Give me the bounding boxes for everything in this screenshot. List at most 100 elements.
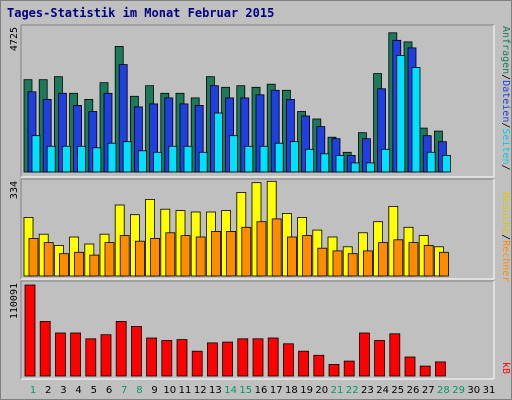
bottom-bar-kb-27 [419,365,431,377]
x-axis-label-17: 17 [270,385,283,396]
middle-bar-besuche-9 [145,198,156,277]
x-axis-label-6: 6 [106,385,112,396]
middle-bar-rechner-12 [195,236,206,277]
middle-bar-rechner-17 [271,218,282,277]
x-axis-label-7: 7 [121,385,127,396]
top-bar-seiten-21 [335,154,345,173]
right-legend-top-part-1: / [500,74,511,80]
middle-bar-rechner-20 [317,247,328,277]
bottom-bar-kb-23 [358,332,370,377]
x-axis-label-1: 1 [30,385,36,396]
bottom-bar-kb-22 [343,360,355,377]
bottom-bar-kb-16 [252,338,264,377]
bottom-bar-kb-25 [389,333,401,377]
middle-bar-rechner-16 [256,221,267,277]
middle-bar-rechner-19 [302,235,313,277]
bottom-bar-kb-2 [39,320,51,377]
top-bar-seiten-3 [62,145,71,173]
x-axis-label-26: 26 [407,385,420,396]
bottom-bar-kb-4 [70,332,81,377]
x-axis-label-23: 23 [361,385,374,396]
middle-bar-rechner-2 [43,242,54,277]
bottom-bar-kb-26 [404,356,416,377]
bottom-bar-kb-10 [161,340,173,377]
middle-bar-rechner-21 [332,250,343,277]
right-legend-middle-part-0: Besuche [500,192,511,234]
top-bar-seiten-4 [77,145,86,173]
right-legend-top-part-2: Dateien [500,80,511,122]
middle-bar-rechner-24 [378,242,389,277]
top-bar-seiten-18 [289,141,299,173]
top-bar-seiten-25 [396,55,406,173]
bottom-bar-kb-11 [176,339,188,377]
x-axis-label-3: 3 [60,385,66,396]
x-axis-label-31: 31 [483,385,496,396]
x-axis-label-2: 2 [45,385,51,396]
bottom-bar-kb-5 [85,338,97,377]
right-legend-top-part-5: / [500,165,511,171]
x-axis-label-13: 13 [209,385,222,396]
bottom-bar-kb-7 [115,320,127,377]
top-bar-seiten-12 [198,151,208,173]
x-axis-label-30: 30 [467,385,480,396]
bottom-bar-kb-20 [313,354,325,377]
bottom-bar-kb-17 [267,337,279,377]
x-axis-label-9: 9 [151,385,157,396]
bottom-bar-kb-28 [434,361,446,377]
middle-bar-rechner-27 [423,244,434,277]
middle-bar-rechner-23 [362,250,373,277]
top-bar-seiten-10 [168,145,178,173]
x-axis-label-21: 21 [331,385,344,396]
top-bar-seiten-19 [305,148,315,173]
middle-bar-rechner-11 [180,235,191,277]
middle-bar-rechner-26 [408,242,419,277]
middle-bar-rechner-28 [438,251,449,277]
x-axis-label-25: 25 [391,385,404,396]
right-legend-top: Anfragen/Dateien/Seiten/ [500,26,511,171]
top-ymax-label: 4725 [9,27,20,51]
bottom-bar-kb-9 [146,337,158,377]
x-axis-label-12: 12 [194,385,207,396]
x-axis-label-19: 19 [300,385,313,396]
x-axis-label-27: 27 [422,385,435,396]
middle-bar-rechner-22 [347,253,358,277]
middle-bar-rechner-5 [89,254,100,277]
bottom-bar-kb-8 [130,325,142,377]
top-bar-seiten-2 [46,145,56,173]
bottom-bar-kb-3 [55,332,66,377]
x-axis-label-16: 16 [255,385,268,396]
top-bar-seiten-17 [274,142,284,173]
x-axis-label-20: 20 [315,385,328,396]
bottom-bar-kb-14 [222,341,234,377]
right-legend-top-part-0: Anfragen [500,26,511,74]
bottom-bar-kb-1 [24,284,36,377]
middle-bar-rechner-4 [74,251,84,277]
top-bar-seiten-28 [441,154,451,173]
x-axis-label-8: 8 [136,385,142,396]
middle-bar-rechner-9 [150,237,161,277]
top-bar-seiten-7 [122,141,132,173]
middle-bar-rechner-8 [134,240,145,277]
chart-title: Tages-Statistik im Monat Februar 2015 [7,6,275,20]
middle-bar-rechner-7 [119,235,130,277]
x-axis-label-10: 10 [163,385,176,396]
right-legend-top-part-4: Seiten [500,128,511,164]
bottom-bar-kb-6 [100,334,112,377]
bottom-bar-kb-15 [237,338,249,377]
middle-ymax-label: 334 [9,181,20,199]
right-legend-middle-part-1: / [500,234,511,240]
top-bar-seiten-1 [31,135,41,173]
x-axis-label-24: 24 [376,385,389,396]
middle-bar-rechner-6 [104,242,115,277]
x-axis-label-11: 11 [179,385,192,396]
top-bar-seiten-14 [229,135,239,173]
right-legend-bottom: kB [500,362,511,374]
middle-bar-rechner-15 [241,226,252,277]
top-bar-seiten-26 [411,67,421,173]
bottom-bar-kb-24 [374,340,386,377]
top-bar-seiten-11 [183,145,193,173]
middle-bar-rechner-18 [286,236,297,277]
top-bar-seiten-23 [365,162,375,173]
right-legend-middle-part-2: Rechner [500,240,511,282]
